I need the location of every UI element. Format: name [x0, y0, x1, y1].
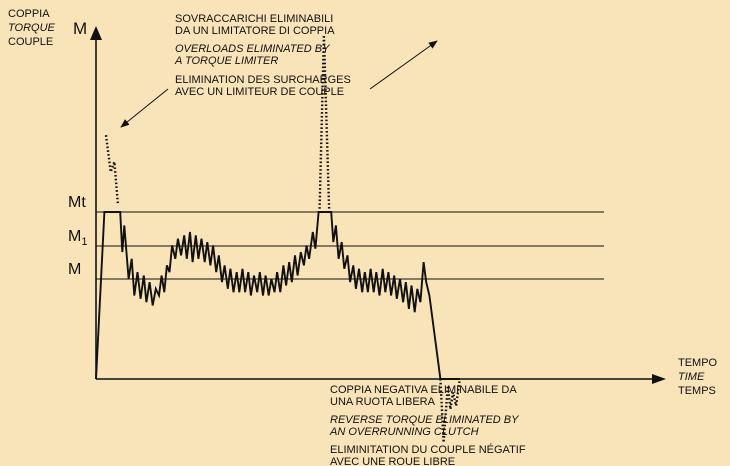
level-label-m1: M1	[68, 228, 87, 248]
overloads-note-en-line1: OVERLOADS ELIMINATED BY	[175, 43, 330, 55]
y-axis-label-en: TORQUE	[8, 22, 56, 34]
overloads-arrow-left	[120, 88, 169, 128]
y-axis-label-fr: COUPLE	[8, 36, 53, 48]
series-layer	[95, 34, 461, 443]
reverse-note-it-line1: COPPIA NEGATIVA ELIMINABILE DA	[330, 384, 517, 396]
x-axis-label-it: TEMPO	[678, 357, 718, 369]
y-axis-symbol: M	[73, 19, 87, 38]
level-label-mt: Mt	[68, 194, 86, 211]
reverse-note-fr-line2: AVEC UNE ROUE LIBRE	[330, 456, 455, 466]
y-axis-arrow	[90, 26, 102, 40]
x-axis-arrow	[652, 374, 666, 384]
level-label-m1-subscript: 1	[81, 236, 87, 248]
series-solid-0	[95, 211, 460, 380]
y-axis-label-it: COPPIA	[8, 8, 50, 20]
overloads-note-fr-line1: ELIMINATION DES SURCHARGES	[175, 74, 351, 86]
series-dotted-1	[104, 135, 120, 206]
reverse-note-it-line2: UNA RUOTA LIBERA	[330, 396, 436, 408]
x-axis-label-en: TIME	[678, 371, 705, 383]
reverse-note-en-line2: AN OVERRUNNING CLUTCH	[329, 426, 479, 438]
x-axis-label-fr: TEMPS	[678, 385, 716, 397]
overloads-note-en-line2: A TORQUE LIMITER	[174, 55, 278, 67]
level-label-m: M	[68, 261, 81, 278]
reverse-note-fr-line1: ELIMINITATION DU COUPLE NÉGATIF	[330, 443, 526, 456]
overloads-arrow-right	[369, 40, 438, 90]
overloads-note-it-line1: SOVRACCARICHI ELIMINABILI	[175, 13, 333, 25]
overloads-note-fr-line2: AVEC UN LIMITEUR DE COUPLE	[175, 86, 344, 98]
reverse-note-en-line1: REVERSE TORQUE ELIMINATED BY	[330, 414, 519, 426]
level-label-m1-base: M	[68, 228, 81, 245]
overloads-note-it-line2: DA UN LIMITATORE DI COPPIA	[175, 25, 335, 37]
series-dotted-2	[318, 34, 331, 209]
